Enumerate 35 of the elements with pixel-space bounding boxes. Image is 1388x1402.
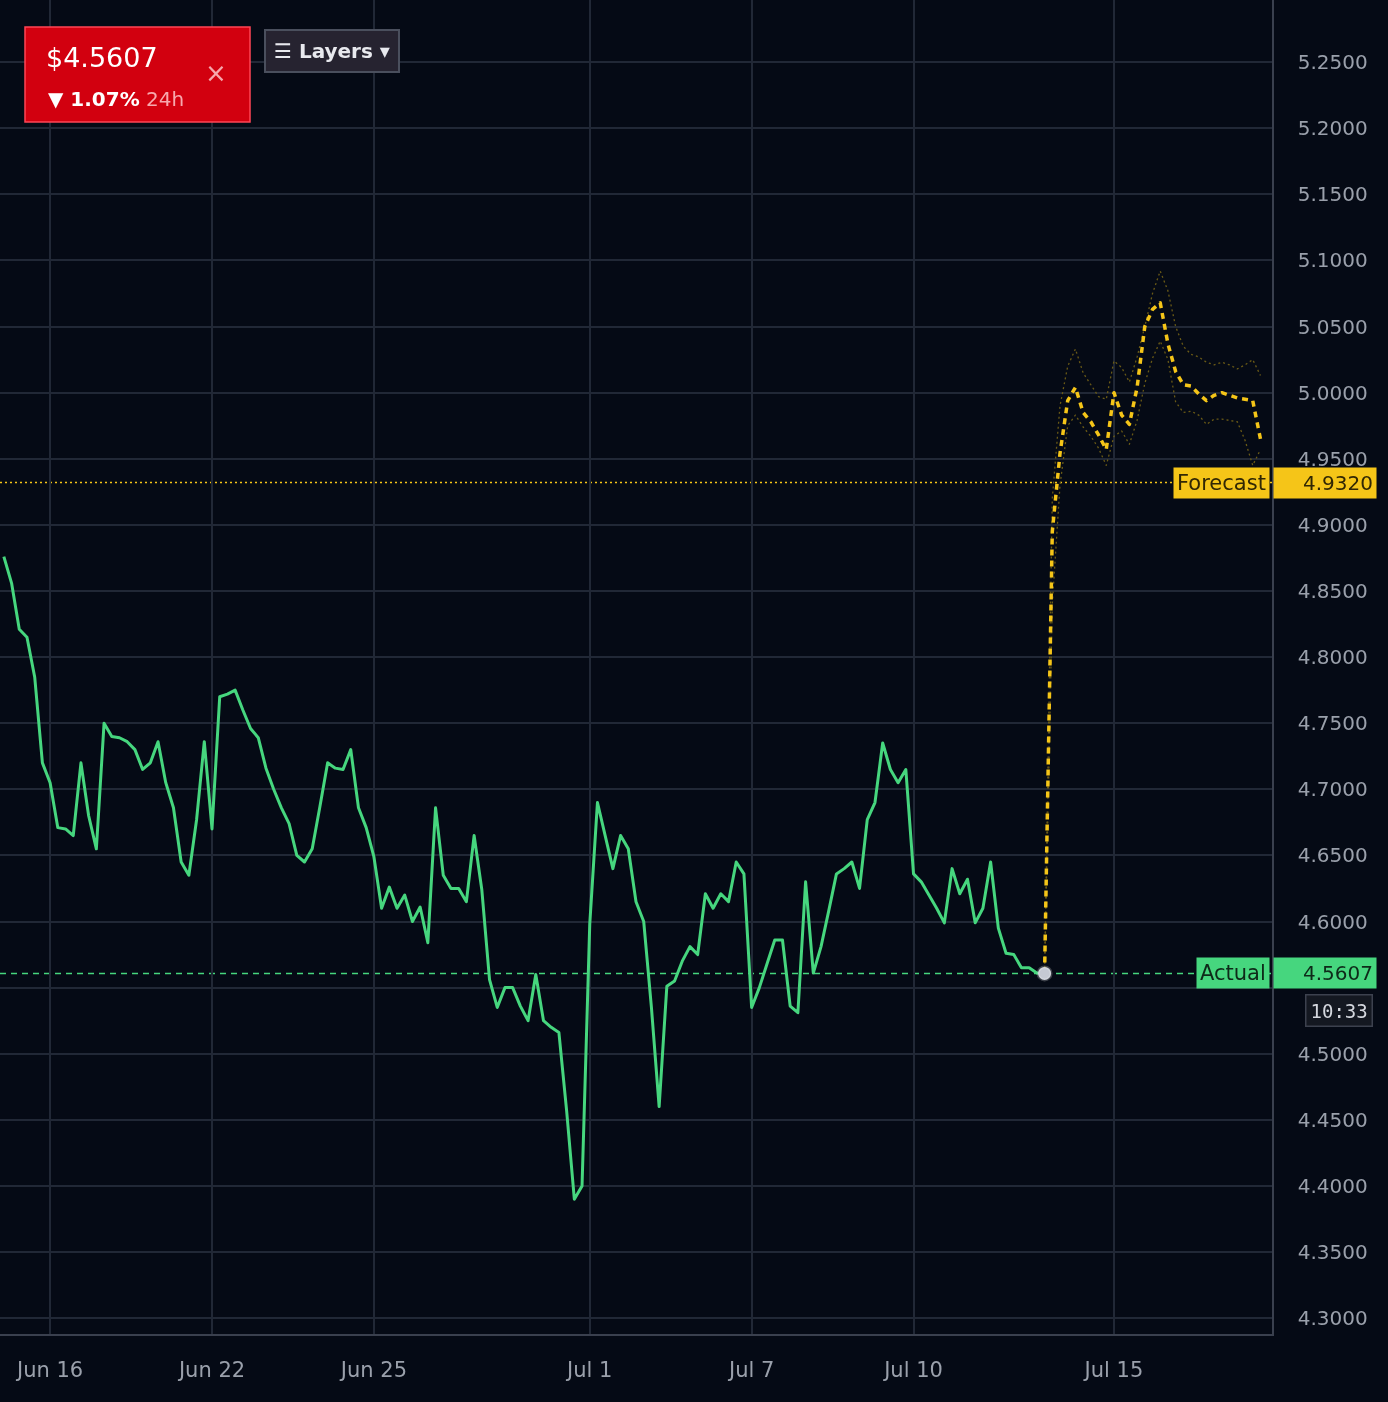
- x-tick-label: Jun 22: [176, 1357, 246, 1382]
- x-tick-label: Jul 7: [726, 1357, 775, 1382]
- y-tick-label: 5.1500: [1297, 182, 1368, 207]
- annotation: ×: [205, 58, 227, 88]
- y-tick-label: 5.2500: [1297, 50, 1368, 75]
- y-tick-label: 4.9500: [1297, 446, 1368, 471]
- y-tick-label: 4.7000: [1297, 777, 1368, 802]
- text: 4.9320: [1303, 471, 1373, 495]
- y-tick-label: 4.9000: [1297, 512, 1368, 537]
- y-tick-label: 4.5000: [1297, 1041, 1368, 1066]
- y-tick-label: 4.4500: [1297, 1107, 1368, 1132]
- y-tick-label: 4.4000: [1297, 1173, 1368, 1198]
- ref-line-label: Actual: [1200, 961, 1266, 985]
- x-tick-label: Jun 16: [15, 1357, 84, 1382]
- x-tick-label: Jun 25: [338, 1357, 407, 1382]
- text: 4.5607: [1303, 961, 1373, 985]
- y-tick-label: 4.6500: [1297, 843, 1368, 868]
- x-tick-label: Jul 1: [565, 1357, 613, 1382]
- y-tick-label: 4.8500: [1297, 578, 1368, 603]
- ref-line-label: Forecast: [1177, 471, 1266, 495]
- y-tick-label: 4.8000: [1297, 645, 1368, 670]
- y-tick-label: 5.0500: [1297, 314, 1368, 339]
- annotation: ☰ Layers ▾: [274, 39, 390, 63]
- y-tick-label: 5.0000: [1297, 380, 1368, 405]
- x-tick-label: Jul 10: [882, 1357, 943, 1382]
- x-tick-label: Jul 15: [1082, 1357, 1144, 1382]
- y-tick-label: 4.3500: [1297, 1240, 1368, 1265]
- text: $4.5607: [46, 42, 158, 73]
- y-tick-label: 4.3000: [1297, 1306, 1368, 1331]
- text: 10:33: [1310, 999, 1368, 1022]
- y-tick-label: 5.2000: [1297, 116, 1368, 141]
- y-tick-label: 5.1000: [1297, 248, 1368, 273]
- text: ▼ 1.07% 24h: [48, 87, 185, 111]
- y-tick-label: 4.7500: [1297, 711, 1368, 736]
- y-tick-label: 4.6000: [1297, 909, 1368, 934]
